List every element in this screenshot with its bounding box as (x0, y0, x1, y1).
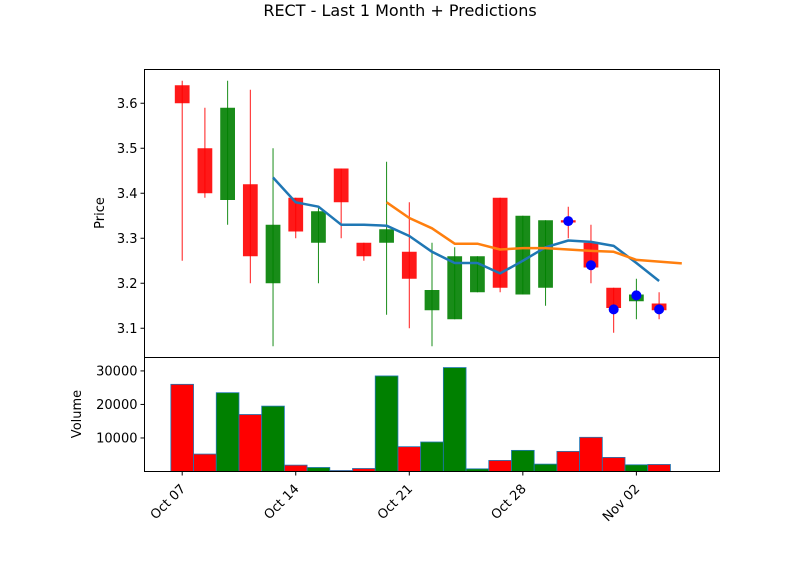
volume-tick-label: 20000 (96, 398, 137, 413)
candle-body (424, 290, 440, 311)
x-tick-label: Oct 14 (261, 482, 302, 523)
volume-axis-label: Volume (70, 390, 85, 438)
candle-body (470, 256, 485, 293)
volume-bar (306, 467, 331, 472)
volume-tick-label: 30000 (96, 364, 137, 379)
price-tick-label: 3.1 (117, 322, 138, 337)
price-tick-label: 3.2 (117, 277, 138, 292)
candle-body (379, 229, 394, 243)
x-axis: Oct 07 Oct 14 Oct 21 Oct 28 Nov 02 (148, 471, 643, 525)
candle-body (538, 220, 553, 288)
price-tick-label: 3.5 (117, 142, 138, 157)
x-tick-label: Oct 07 (148, 482, 189, 523)
candle-body (265, 224, 281, 284)
x-tick-label: Nov 02 (600, 482, 643, 525)
price-panel: 3.1 3.2 3.3 3.4 3.5 3.6 Price (93, 69, 720, 358)
price-axis-label: Price (93, 197, 108, 229)
price-tick-label: 3.4 (117, 187, 138, 202)
candle-body (583, 242, 599, 268)
volume-bar (533, 463, 558, 472)
candle-body (220, 107, 235, 200)
volume-bar (647, 464, 671, 472)
volume-bar (374, 375, 399, 472)
volume-bar (261, 405, 285, 472)
volume-bar (283, 464, 308, 472)
candle-body (197, 148, 213, 194)
chart-title: RECT - Last 1 Month + Predictions (263, 1, 536, 20)
volume-bar (601, 457, 626, 472)
volume-bar (579, 436, 603, 472)
volume-panel: 10000 20000 30000 Volume (70, 357, 720, 472)
prediction-marker (563, 216, 574, 227)
volume-frame (144, 357, 720, 472)
volume-bar (624, 464, 649, 472)
price-tick-label: 3.3 (117, 232, 138, 247)
candle-body (333, 168, 349, 203)
candle-body (492, 197, 508, 288)
candle-body (174, 85, 190, 104)
candle-body (447, 256, 463, 320)
x-tick-label: Oct 21 (375, 482, 416, 523)
volume-bar (193, 453, 217, 472)
volume-bar (488, 460, 512, 472)
volume-bar (215, 392, 240, 472)
volume-tick-label: 10000 (96, 431, 137, 446)
prediction-marker (631, 290, 642, 301)
candle-body (515, 215, 531, 295)
price-tick-label: 3.6 (117, 97, 138, 112)
volume-bar (238, 414, 263, 472)
prediction-marker (608, 304, 619, 315)
candle-body (356, 242, 372, 257)
moving-average-line (272, 176, 660, 282)
prediction-marker (585, 260, 596, 271)
volume-bar (556, 450, 581, 472)
volume-bar (420, 441, 444, 472)
volume-bar (397, 446, 422, 472)
candle-body (288, 197, 304, 232)
moving-average-line (385, 201, 682, 265)
candle-body (242, 184, 258, 257)
candle-body (401, 251, 417, 279)
volume-bar (170, 383, 194, 472)
prediction-marker (654, 304, 665, 315)
volume-bar (511, 449, 535, 472)
candle-body (311, 211, 326, 243)
x-tick-label: Oct 28 (489, 482, 530, 523)
candle-body (606, 287, 622, 308)
volume-bar (442, 367, 467, 472)
